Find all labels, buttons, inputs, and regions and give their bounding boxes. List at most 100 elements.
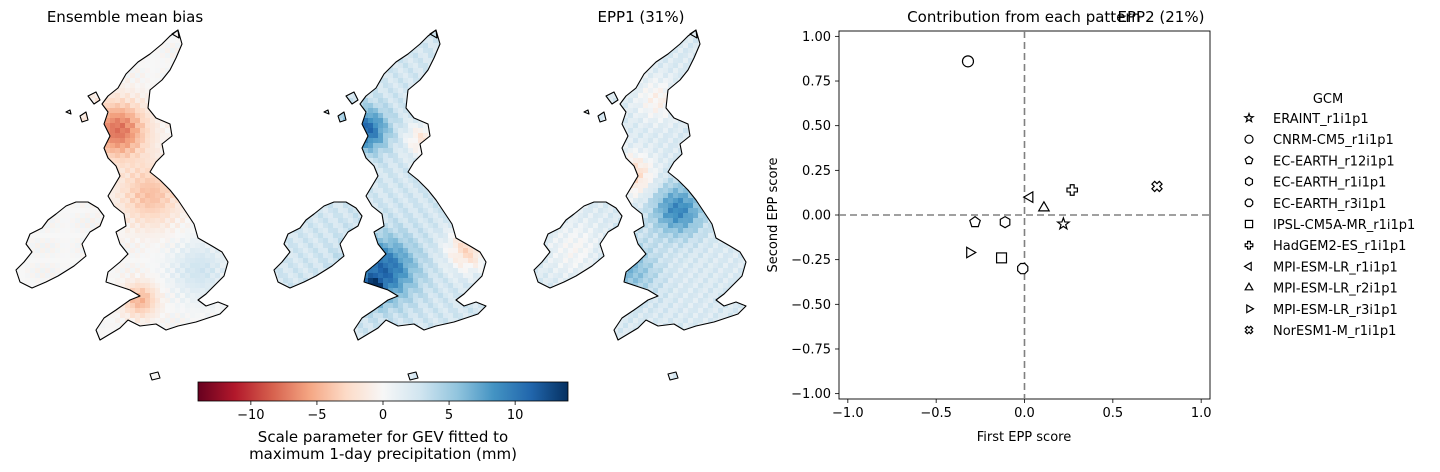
map-cell [130,248,136,254]
map-cell [303,113,309,119]
map-cell [165,30,171,34]
map-cell [443,123,449,129]
map-cell [100,53,106,59]
map-cell [145,248,151,254]
map-cell [383,63,389,69]
map-cell [283,83,289,89]
map-cell [130,198,136,204]
map-cell [200,123,206,129]
map-cell [235,183,240,188]
map-cell [165,363,171,369]
map-cell [368,58,374,64]
map-cell [50,348,56,354]
map-cell [205,243,211,249]
map-cell [373,133,379,139]
map-cell [220,203,226,209]
map-cell [75,293,81,299]
map-cell [120,208,126,214]
map-cell [50,298,56,304]
map-cell [140,113,146,119]
map-cell [185,118,191,124]
map-cell [130,223,136,229]
map-cell [120,163,126,169]
map-cell [215,183,221,189]
map-cell [278,178,284,184]
map-cell [175,308,181,314]
map-cell [225,128,228,134]
map-cell [10,293,15,298]
map-cell [70,258,76,264]
map-cell [235,128,240,133]
map-cell [343,208,349,214]
map-cell [170,73,176,79]
map-cell [298,203,304,209]
map-cell [230,258,235,263]
map-cell [55,183,61,189]
map-cell [358,53,364,59]
map-cell [85,223,91,229]
map-cell [274,93,279,99]
map-cell [125,213,131,219]
map-cell [35,93,41,99]
map-cell [230,103,235,108]
map-cell [200,358,206,364]
map-cell [150,93,156,99]
map-cell [20,138,26,144]
map-cell [75,203,81,209]
map-cell [95,198,101,204]
map-cell [90,123,96,129]
map-cell [140,58,146,64]
map-cell [235,263,240,268]
map-cell [313,188,319,194]
map-cell [483,198,486,204]
map-cell [268,208,273,213]
map-cell [205,343,211,349]
map-cell [90,33,96,39]
map-cell [448,33,454,39]
map-cell [298,188,304,194]
map-cell [283,38,289,44]
map-cell [185,378,191,380]
map-cell [433,98,439,104]
map-cell [185,48,191,54]
map-cell [230,138,235,143]
map-cell [50,333,56,339]
map-cell [443,73,449,79]
map-cell [283,188,289,194]
map-cell [448,93,454,99]
map-cell [150,348,156,354]
map-cell [220,293,226,299]
map-cell [170,93,176,99]
map-cell [190,373,196,379]
map-cell [70,268,76,274]
map-cell [155,218,161,224]
map-cell [333,33,339,39]
map-cell [343,188,349,194]
map-cell [195,278,201,284]
map-cell [20,158,26,164]
map-cell [85,63,91,69]
map-cell [353,188,359,194]
map-cell [135,178,141,184]
map-cell [60,53,66,59]
map-cell [95,58,101,64]
map-cell [225,298,228,304]
map-cell [353,68,359,74]
map-cell [473,183,479,189]
map-cell [274,188,279,194]
map-cell [105,30,111,34]
map-cell [160,313,166,319]
map-cell [55,118,61,124]
map-cell [175,103,181,109]
map-cell [200,38,206,44]
map-cell [125,293,131,299]
map-cell [338,48,344,54]
map-cell [398,158,404,164]
map-cell [170,213,176,219]
map-cell [478,148,484,154]
map-cell [478,133,484,139]
map-cell [418,158,424,164]
map-cell [328,73,334,79]
map-cell [388,108,394,114]
map-cell [95,118,101,124]
